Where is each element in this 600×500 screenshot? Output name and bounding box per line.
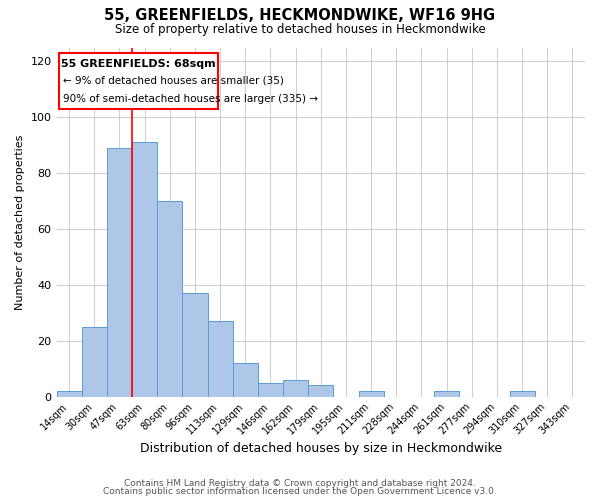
FancyBboxPatch shape <box>59 53 218 109</box>
Y-axis label: Number of detached properties: Number of detached properties <box>15 134 25 310</box>
Bar <box>132 142 157 396</box>
Text: 55 GREENFIELDS: 68sqm: 55 GREENFIELDS: 68sqm <box>61 58 215 68</box>
Bar <box>258 382 283 396</box>
Bar <box>434 391 459 396</box>
Bar <box>359 391 383 396</box>
Text: Contains HM Land Registry data © Crown copyright and database right 2024.: Contains HM Land Registry data © Crown c… <box>124 478 476 488</box>
Bar <box>509 391 535 396</box>
Text: Size of property relative to detached houses in Heckmondwike: Size of property relative to detached ho… <box>115 22 485 36</box>
Bar <box>157 201 182 396</box>
Text: Contains public sector information licensed under the Open Government Licence v3: Contains public sector information licen… <box>103 487 497 496</box>
Text: 90% of semi-detached houses are larger (335) →: 90% of semi-detached houses are larger (… <box>63 94 318 104</box>
Bar <box>182 294 208 397</box>
Bar <box>107 148 132 396</box>
X-axis label: Distribution of detached houses by size in Heckmondwike: Distribution of detached houses by size … <box>140 442 502 455</box>
Text: 55, GREENFIELDS, HECKMONDWIKE, WF16 9HG: 55, GREENFIELDS, HECKMONDWIKE, WF16 9HG <box>104 8 496 22</box>
Text: ← 9% of detached houses are smaller (35): ← 9% of detached houses are smaller (35) <box>63 76 284 86</box>
Bar <box>233 363 258 396</box>
Bar <box>308 386 334 396</box>
Bar <box>56 391 82 396</box>
Bar <box>208 321 233 396</box>
Bar <box>82 327 107 396</box>
Bar <box>283 380 308 396</box>
